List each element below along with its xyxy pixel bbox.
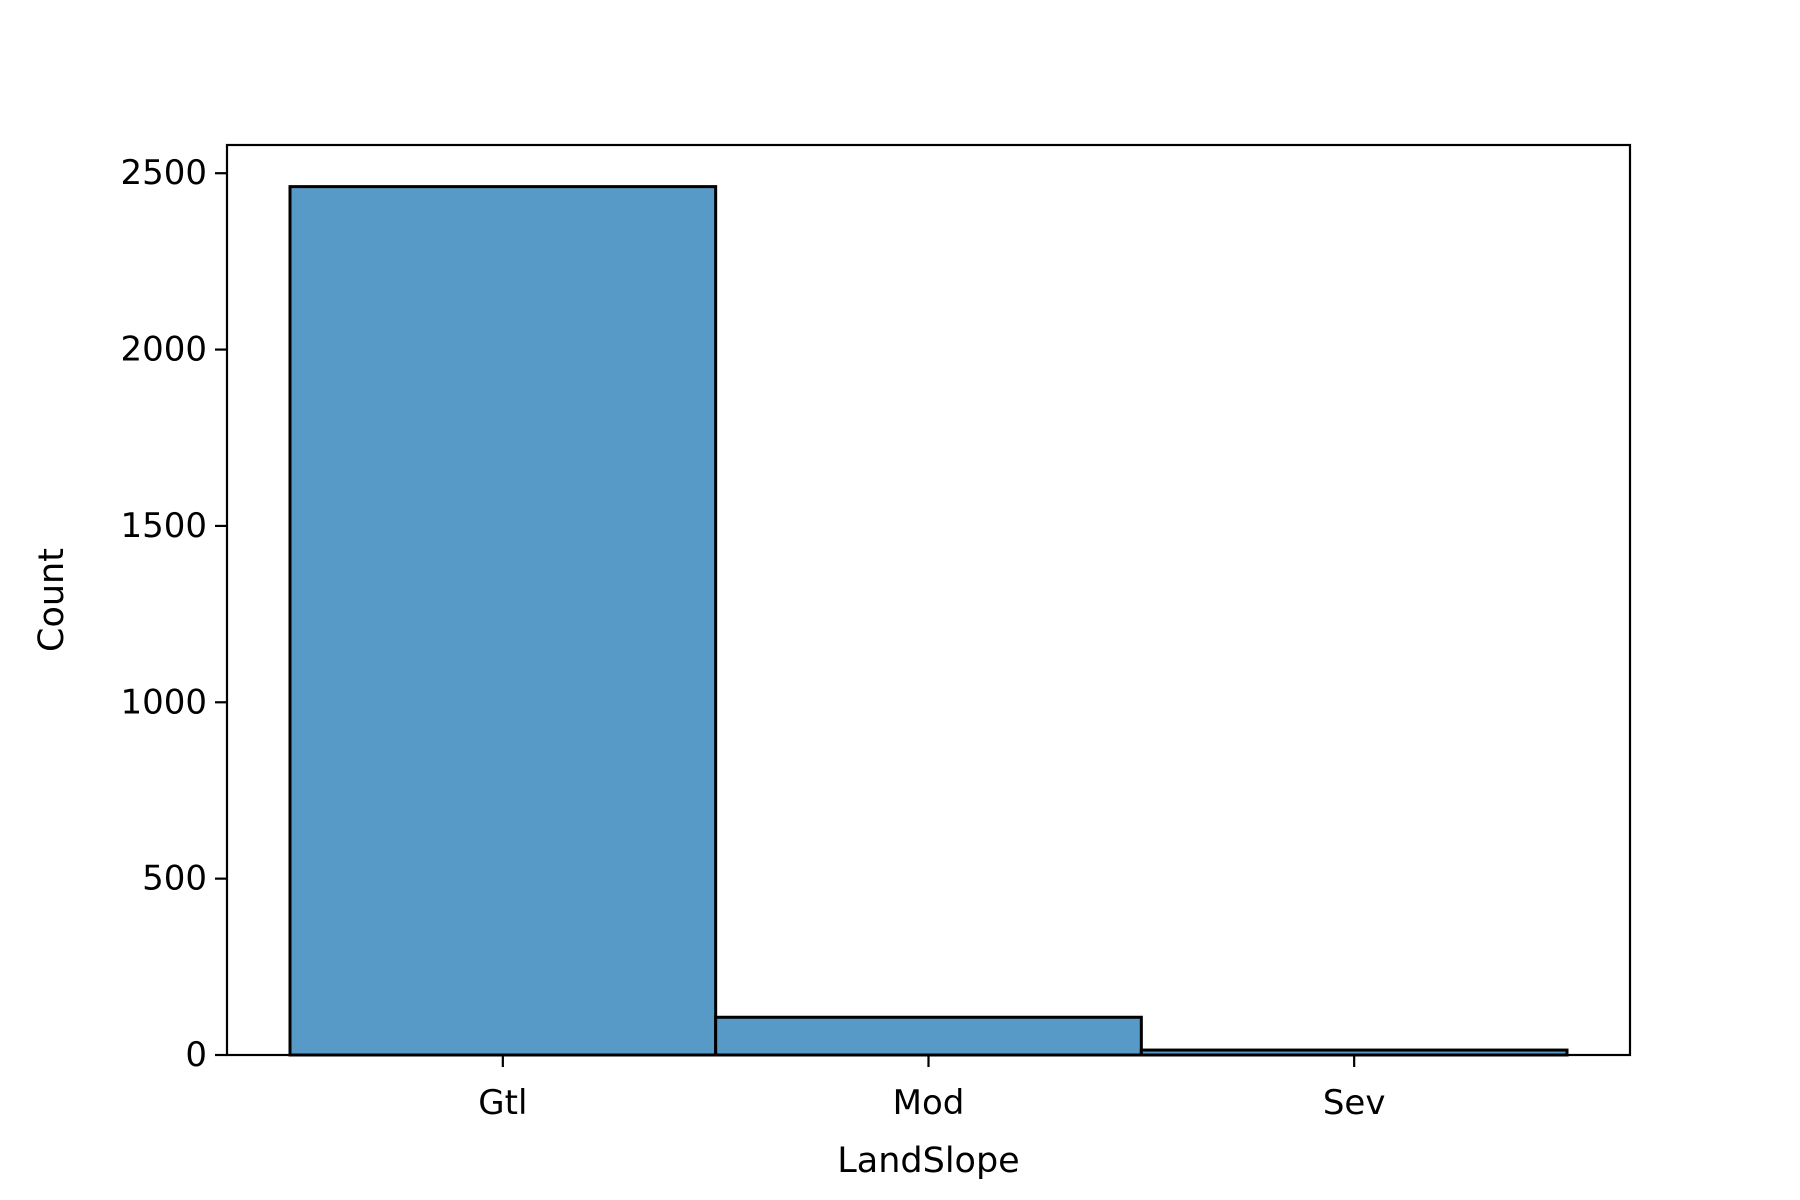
y-tick-label: 2500 (120, 153, 207, 193)
y-tick-label: 500 (142, 859, 207, 899)
y-axis-ticks: 0 500 1000 1500 2000 2500 (120, 153, 227, 1075)
bar-gtl (288, 185, 718, 1057)
y-tick-label: 0 (185, 1035, 207, 1075)
bar-mod (714, 1015, 1143, 1057)
x-axis-label: LandSlope (837, 1141, 1019, 1181)
x-axis-ticks: Gtl Mod Sev (478, 1055, 1385, 1123)
y-tick-label: 1500 (120, 506, 207, 546)
bars-group (288, 185, 1569, 1057)
y-axis-label: Count (32, 548, 72, 652)
x-tick-label: Mod (893, 1083, 965, 1123)
y-tick-label: 1000 (120, 682, 207, 722)
x-tick-label: Sev (1323, 1083, 1386, 1123)
x-tick-label: Gtl (478, 1083, 527, 1123)
y-tick-label: 2000 (120, 330, 207, 370)
